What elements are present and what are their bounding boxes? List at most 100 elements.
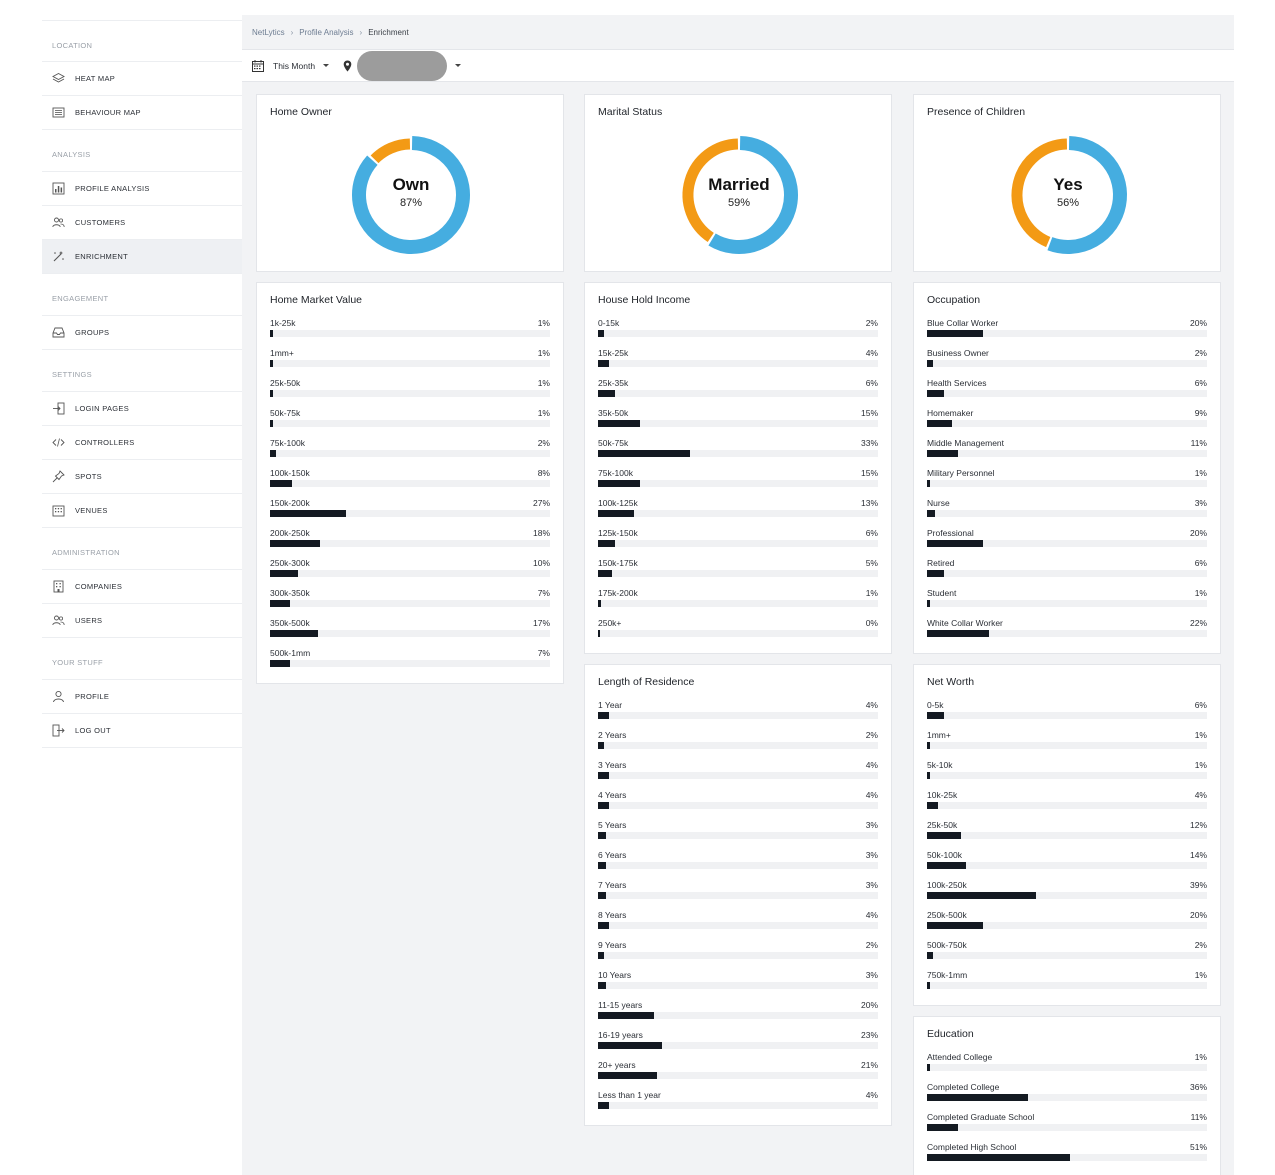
list-item: 175k-200k 1% [598, 588, 878, 618]
sidebar-item-enrichment[interactable]: ENRICHMENT [42, 240, 242, 274]
progress-bar-fill [598, 510, 635, 517]
row-percent: 22% [1189, 618, 1207, 628]
list-item: 250k+ 0% [598, 618, 878, 648]
progress-track [598, 540, 878, 547]
sidebar-item-venues[interactable]: VENUES [42, 494, 242, 528]
row-percent: 4% [865, 760, 878, 770]
progress-bar-fill [270, 450, 276, 457]
progress-bar-fill [270, 660, 290, 667]
progress-track [927, 892, 1207, 899]
breadcrumb-link-netlytics[interactable]: NetLytics [252, 27, 285, 37]
card-title: House Hold Income [598, 294, 691, 306]
progress-track [270, 630, 550, 637]
progress-track [598, 922, 878, 929]
list-icon [52, 106, 65, 119]
row-percent: 1% [1194, 730, 1207, 740]
progress-track [270, 600, 550, 607]
list-item: 9 Years 2% [598, 940, 878, 970]
progress-bar-fill [598, 1042, 663, 1049]
progress-bar-fill [598, 982, 607, 989]
row-label: 125k-150k [598, 528, 638, 538]
sidebar-item-login-pages[interactable]: LOGIN PAGES [42, 392, 242, 426]
logout-icon [52, 724, 65, 737]
list-item: 100k-250k 39% [927, 880, 1207, 910]
filter-bar: This Month [242, 50, 1234, 82]
row-percent: 1% [1194, 1052, 1207, 1062]
progress-track [598, 1012, 878, 1019]
donut-segment-primary [1047, 136, 1127, 254]
progress-track [927, 510, 1207, 517]
list-item: 35k-50k 15% [598, 408, 878, 438]
home-owner-donut-chart [352, 136, 470, 254]
sidebar-section-heading: LOCATION [42, 20, 242, 62]
sidebar-item-log-out[interactable]: LOG OUT [42, 714, 242, 748]
caret-down-icon [323, 64, 330, 67]
row-label: Homemaker [927, 408, 974, 418]
progress-bar-fill [927, 630, 989, 637]
progress-track [927, 772, 1207, 779]
sidebar-item-users[interactable]: USERS [42, 604, 242, 638]
list-item: Health Services 6% [927, 378, 1207, 408]
progress-track [598, 712, 878, 719]
progress-track [598, 742, 878, 749]
list-item: 11-15 years 20% [598, 1000, 878, 1030]
progress-bar-fill [927, 360, 933, 367]
sidebar-item-controllers[interactable]: CONTROLLERS [42, 426, 242, 460]
progress-bar-fill [927, 1154, 1070, 1161]
row-percent: 1% [865, 588, 878, 598]
list-item: 250k-300k 10% [270, 558, 550, 588]
row-label: 1mm+ [927, 730, 951, 740]
row-percent: 8% [537, 468, 550, 478]
row-label: 25k-50k [927, 820, 958, 830]
progress-track [598, 862, 878, 869]
progress-track [927, 570, 1207, 577]
sidebar-item-spots[interactable]: SPOTS [42, 460, 242, 494]
map-pin-icon [343, 60, 352, 71]
progress-bar-fill [598, 600, 601, 607]
row-label: 0-15k [598, 318, 620, 328]
sidebar-item-label: VENUES [75, 506, 108, 515]
sidebar-item-groups[interactable]: GROUPS [42, 316, 242, 350]
location-filter-dropdown[interactable] [343, 50, 462, 81]
list-item: 1mm+ 1% [927, 730, 1207, 760]
sidebar-item-companies[interactable]: COMPANIES [42, 570, 242, 604]
sidebar-item-heat-map[interactable]: HEAT MAP [42, 62, 242, 96]
row-percent: 3% [865, 970, 878, 980]
list-item: 50k-100k 14% [927, 850, 1207, 880]
sidebar-item-label: CONTROLLERS [75, 438, 135, 447]
breadcrumb-link-profile-analysis[interactable]: Profile Analysis [299, 27, 354, 37]
row-label: 100k-150k [270, 468, 310, 478]
card-title: Length of Residence [598, 676, 695, 688]
sidebar-item-customers[interactable]: CUSTOMERS [42, 206, 242, 240]
card-title: Net Worth [927, 676, 975, 688]
row-percent: 6% [865, 378, 878, 388]
card-title: Marital Status [598, 106, 663, 118]
progress-track [927, 712, 1207, 719]
sidebar-item-behaviour-map[interactable]: BEHAVIOUR MAP [42, 96, 242, 130]
list-item: 10k-25k 4% [927, 790, 1207, 820]
list-item: Retired 6% [927, 558, 1207, 588]
progress-bar-fill [927, 712, 944, 719]
progress-bar-fill [270, 600, 290, 607]
progress-track [927, 952, 1207, 959]
list-item: 100k-150k 8% [270, 468, 550, 498]
length-of-residence-card: Length of Residence 1 Year 4% 2 Years 2% 3 Y… [584, 664, 892, 1126]
progress-track [598, 1072, 878, 1079]
progress-track [927, 1124, 1207, 1131]
row-label: 75k-100k [598, 468, 633, 478]
progress-track [927, 982, 1207, 989]
inbox-icon [52, 326, 65, 339]
progress-bar-fill [927, 892, 1037, 899]
progress-bar-fill [927, 832, 961, 839]
list-item: 25k-50k 1% [270, 378, 550, 408]
progress-track [927, 330, 1207, 337]
date-filter-dropdown[interactable]: This Month [252, 59, 330, 72]
progress-track [598, 952, 878, 959]
row-label: Less than 1 year [598, 1090, 661, 1100]
location-redacted-value [357, 50, 448, 81]
progress-track [270, 510, 550, 517]
sidebar-item-profile-analysis[interactable]: PROFILE ANALYSIS [42, 172, 242, 206]
progress-track [598, 1042, 878, 1049]
row-label: 500k-1mm [270, 648, 311, 658]
sidebar-item-profile[interactable]: PROFILE [42, 680, 242, 714]
